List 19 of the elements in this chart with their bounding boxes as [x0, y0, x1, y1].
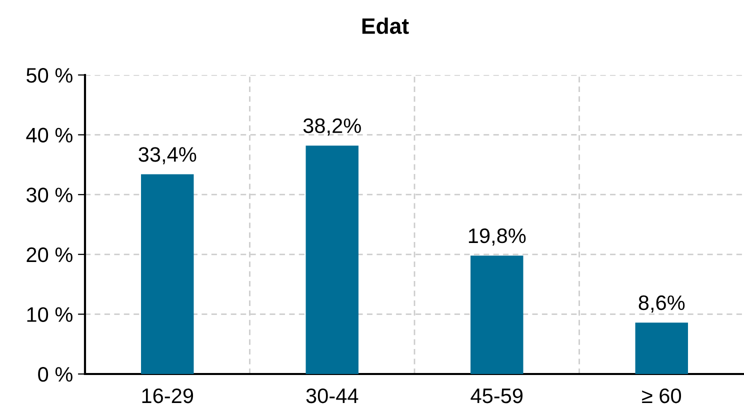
y-tick-label: 40 %: [26, 128, 72, 143]
bar: [306, 146, 358, 374]
data-label: 38,2%: [303, 118, 361, 136]
y-tick-label: 10 %: [27, 307, 72, 322]
y-tick-label: 50 %: [26, 68, 72, 83]
x-tick-label: 45-59: [470, 388, 523, 404]
bar: [470, 256, 524, 374]
x-tick-label: ≥ 60: [642, 388, 682, 404]
data-label: 33,4%: [138, 147, 196, 164]
x-tick-label: 30-44: [306, 388, 358, 404]
y-tick-label: 0 %: [38, 367, 72, 382]
data-label: 8,6%: [638, 295, 685, 313]
y-tick-label: 30 %: [26, 188, 72, 202]
chart-title: Edat: [362, 18, 409, 34]
x-tick-label: 16-29: [142, 388, 194, 404]
data-label: 19,8%: [468, 228, 526, 246]
bar: [635, 322, 688, 374]
y-tick-label: 20 %: [26, 247, 72, 262]
bar: [141, 174, 194, 374]
